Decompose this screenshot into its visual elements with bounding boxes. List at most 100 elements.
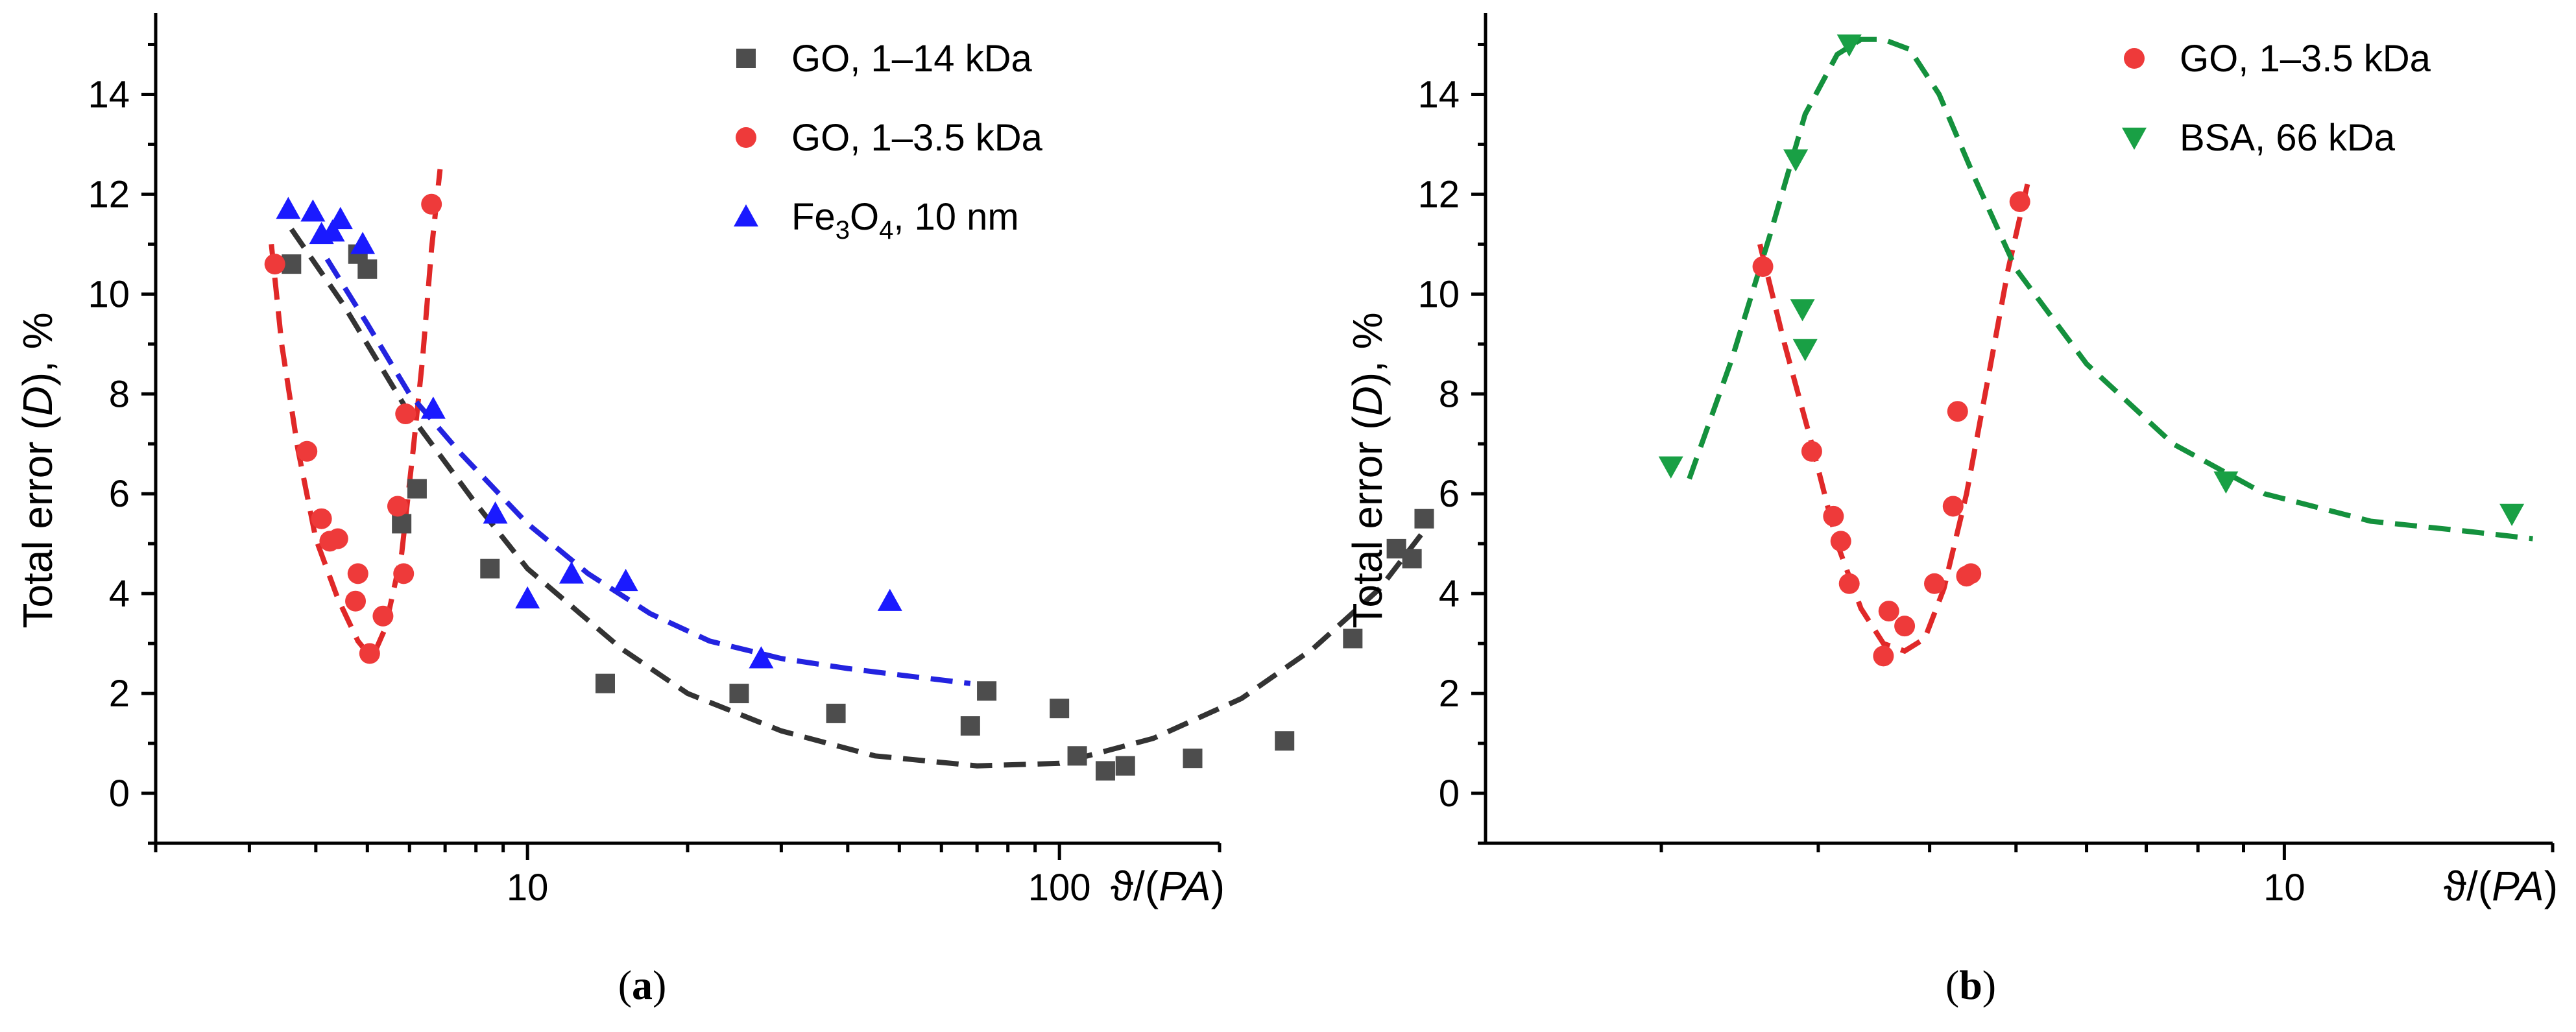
point-go-1-3-5-kda	[327, 528, 348, 549]
point-bsa-66-kda	[1836, 34, 1862, 57]
point-go-1-3-5-kda	[2009, 191, 2030, 212]
y-axis-title-italic: D	[14, 386, 61, 416]
y-tick-label: 6	[109, 473, 130, 515]
legend-text-part: , 10 nm	[893, 196, 1018, 238]
x-tick-label: 10	[507, 867, 549, 909]
y-axis-title: Total error (D), %	[1344, 312, 1391, 628]
panel-labels: (a) (b)	[618, 962, 1996, 1008]
legend-label-go-1-14-kda: GO, 1–14 kDa	[791, 38, 1032, 80]
point-go-1-14-kda	[1275, 731, 1295, 751]
point-fe3o4-10-nm	[749, 646, 774, 669]
point-go-1-3-5-kda	[1823, 505, 1844, 527]
point-go-1-3-5-kda	[311, 508, 332, 529]
point-bsa-66-kda	[1783, 149, 1809, 172]
point-bsa-66-kda	[1658, 456, 1683, 479]
y-tick-label: 12	[1417, 173, 1460, 215]
point-fe3o4-10-nm	[350, 232, 376, 254]
point-go-1-3-5-kda	[264, 254, 285, 275]
point-fe3o4-10-nm	[877, 588, 902, 611]
panel-label-a: (a)	[618, 962, 667, 1008]
y-tick-label: 2	[109, 673, 130, 715]
point-go-1-3-5-kda	[1960, 563, 1982, 584]
subscript: 4	[879, 216, 893, 245]
point-go-1-14-kda	[392, 514, 412, 534]
y-tick-label: 0	[1439, 773, 1460, 815]
point-go-1-3-5-kda	[395, 403, 416, 425]
legend-marker-go-1-3-5-kda	[2124, 48, 2145, 69]
y-tick-label: 4	[1439, 573, 1460, 615]
legend-marker-go-1-3-5-kda	[736, 127, 756, 148]
point-go-1-3-5-kda	[347, 563, 368, 584]
y-tick-label: 12	[88, 173, 130, 215]
point-fe3o4-10-nm	[515, 586, 540, 609]
point-go-1-3-5-kda	[345, 590, 367, 612]
point-go-1-3-5-kda	[1838, 573, 1860, 594]
y-tick-label: 0	[109, 773, 130, 815]
legend-label-go-1-3-5-kda: GO, 1–3.5 kDa	[2180, 38, 2431, 80]
point-go-1-3-5-kda	[1924, 573, 1945, 594]
point-go-1-3-5-kda	[1752, 256, 1774, 277]
point-fe3o4-10-nm	[300, 199, 326, 222]
point-bsa-66-kda	[2499, 503, 2525, 526]
point-go-1-14-kda	[595, 673, 615, 693]
legend-label-fe3o4-10-nm: Fe3O4, 10 nm	[791, 196, 1019, 245]
point-go-1-14-kda	[977, 681, 997, 701]
fit-line-fe3o4-10-nm	[324, 258, 971, 686]
y-axis-title: Total error (D), %	[14, 312, 61, 628]
point-go-1-3-5-kda	[1894, 616, 1916, 637]
point-bsa-66-kda	[1790, 299, 1815, 322]
y-tick-label: 10	[88, 273, 130, 315]
point-go-1-3-5-kda	[1830, 531, 1851, 552]
point-fe3o4-10-nm	[559, 561, 584, 584]
point-go-1-14-kda	[960, 716, 980, 736]
point-go-1-3-5-kda	[1801, 440, 1822, 462]
point-go-1-3-5-kda	[1942, 496, 1964, 517]
y-tick-label: 14	[1417, 73, 1460, 115]
point-go-1-14-kda	[357, 259, 378, 279]
fit-line-go-1-14-kda	[289, 228, 1424, 769]
y-tick-label: 4	[109, 573, 130, 615]
point-bsa-66-kda	[2213, 471, 2239, 494]
legend-text-part: O	[850, 196, 879, 238]
y-tick-label: 6	[1439, 473, 1460, 515]
point-go-1-14-kda	[729, 684, 749, 704]
y-tick-label: 2	[1439, 673, 1460, 715]
point-go-1-14-kda	[480, 558, 500, 579]
point-fe3o4-10-nm	[328, 206, 353, 230]
point-go-1-3-5-kda	[1947, 401, 1968, 422]
point-go-1-3-5-kda	[296, 440, 318, 462]
point-go-1-3-5-kda	[1878, 601, 1899, 622]
legend-marker-go-1-14-kda	[736, 49, 756, 68]
point-go-1-14-kda	[1050, 699, 1070, 719]
point-go-1-14-kda	[826, 703, 846, 723]
point-go-1-3-5-kda	[421, 193, 442, 215]
fit-line-go-1-3-5-kda	[1757, 184, 2030, 654]
legend-marker-fe3o4-10-nm	[734, 204, 758, 227]
legend-label-go-1-3-5-kda: GO, 1–3.5 kDa	[791, 117, 1043, 159]
point-go-1-14-kda	[1115, 756, 1135, 776]
x-axis-title-italic: PA	[1159, 863, 1211, 909]
legend-marker-bsa-66-kda	[2122, 127, 2147, 150]
point-go-1-14-kda	[1095, 761, 1115, 781]
y-tick-label: 14	[88, 73, 130, 115]
panel-a: 0 2 4 6 8 10 12 14 10 100 ϑ/(PA) Total error (D), %…	[14, 13, 1434, 909]
x-axis-title: ϑ/(PA)	[2444, 863, 2558, 909]
point-fe3o4-10-nm	[613, 568, 638, 592]
y-tick-label: 8	[1439, 373, 1460, 415]
point-go-1-3-5-kda	[393, 563, 415, 584]
x-axis-title-italic: PA	[2492, 863, 2544, 909]
x-axis-title: ϑ/(PA)	[1111, 863, 1225, 909]
point-go-1-14-kda	[1343, 629, 1363, 649]
y-tick-label: 8	[109, 373, 130, 415]
y-tick-label: 10	[1417, 273, 1460, 315]
y-axis-title-italic: D	[1344, 386, 1391, 416]
point-go-1-3-5-kda	[387, 496, 408, 517]
point-go-1-14-kda	[1414, 509, 1434, 529]
point-go-1-14-kda	[407, 479, 427, 499]
point-bsa-66-kda	[1792, 339, 1818, 361]
point-go-1-14-kda	[1183, 749, 1203, 769]
x-tick-label: 10	[2263, 867, 2305, 909]
point-go-1-3-5-kda	[359, 643, 380, 664]
subscript: 3	[836, 216, 850, 245]
point-fe3o4-10-nm	[483, 501, 508, 524]
